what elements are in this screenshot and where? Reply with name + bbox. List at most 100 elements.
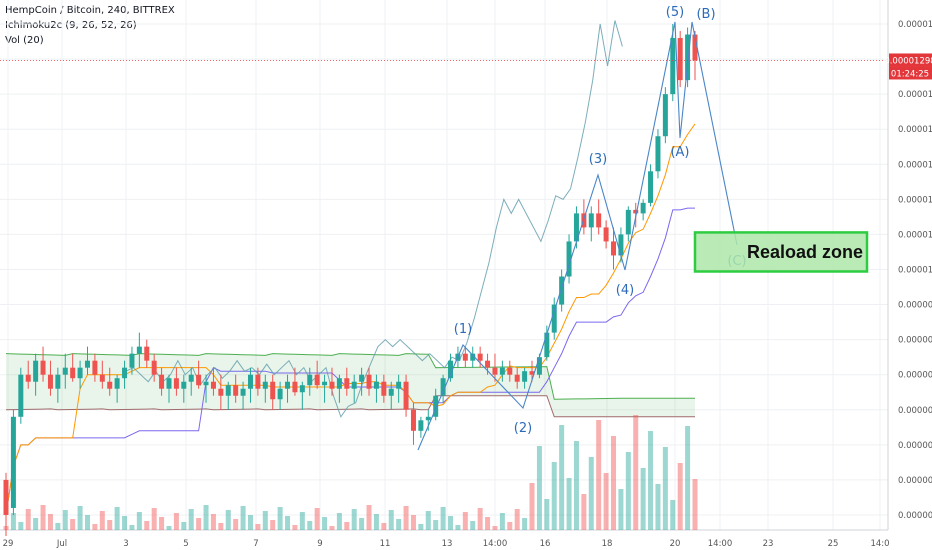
candle-body[interactable] xyxy=(299,385,305,393)
candle-body[interactable] xyxy=(662,94,668,137)
candle-body[interactable] xyxy=(62,367,68,375)
candle-body[interactable] xyxy=(233,385,239,396)
candle-body[interactable] xyxy=(240,388,246,396)
candle-body[interactable] xyxy=(566,241,572,277)
candle-body[interactable] xyxy=(188,374,194,382)
candle-body[interactable] xyxy=(247,374,253,389)
candle-body[interactable] xyxy=(396,381,402,389)
candle-body[interactable] xyxy=(551,304,557,333)
candle-body[interactable] xyxy=(611,241,617,256)
candle-body[interactable] xyxy=(40,360,46,375)
candle-body[interactable] xyxy=(99,374,105,382)
candle-body[interactable] xyxy=(10,416,16,508)
candle-body[interactable] xyxy=(129,353,135,368)
candle-body[interactable] xyxy=(588,213,594,228)
candle-body[interactable] xyxy=(225,385,231,396)
candle-body[interactable] xyxy=(596,213,602,228)
candle-body[interactable] xyxy=(410,409,416,431)
candle-body[interactable] xyxy=(203,381,209,386)
candle-body[interactable] xyxy=(277,388,283,400)
candle-body[interactable] xyxy=(507,367,513,375)
candle-body[interactable] xyxy=(448,360,454,379)
kijun-line xyxy=(5,207,695,516)
candle-body[interactable] xyxy=(144,346,150,361)
candle-body[interactable] xyxy=(485,360,491,368)
candle-body[interactable] xyxy=(573,213,579,242)
candle-body[interactable] xyxy=(181,381,187,389)
candle-body[interactable] xyxy=(107,381,113,389)
candle-body[interactable] xyxy=(677,38,683,81)
candle-body[interactable] xyxy=(640,202,646,214)
candle-body[interactable] xyxy=(625,209,631,235)
candle-body[interactable] xyxy=(603,227,609,242)
candle-body[interactable] xyxy=(648,171,654,203)
candle-body[interactable] xyxy=(670,38,676,95)
candle-body[interactable] xyxy=(77,367,83,379)
candle-body[interactable] xyxy=(322,381,328,386)
candle-body[interactable] xyxy=(692,34,698,61)
candle-body[interactable] xyxy=(196,374,202,386)
reload-zone-box[interactable] xyxy=(693,231,869,273)
candle-body[interactable] xyxy=(307,374,313,386)
candle-body[interactable] xyxy=(655,136,661,172)
candle-body[interactable] xyxy=(159,374,165,389)
candle-body[interactable] xyxy=(418,420,424,431)
candle-body[interactable] xyxy=(47,374,53,389)
candle-body[interactable] xyxy=(381,381,387,396)
candle-body[interactable] xyxy=(440,378,446,396)
candle-body[interactable] xyxy=(55,374,61,389)
candle-body[interactable] xyxy=(499,367,505,375)
candle-body[interactable] xyxy=(462,353,468,361)
candle-body[interactable] xyxy=(173,378,179,389)
candle-body[interactable] xyxy=(136,346,142,354)
candle-body[interactable] xyxy=(685,34,691,81)
candle-body[interactable] xyxy=(536,357,542,375)
candle-body[interactable] xyxy=(114,378,120,389)
candle-body[interactable] xyxy=(3,479,9,515)
volume-bar xyxy=(410,515,416,530)
candle-body[interactable] xyxy=(262,381,268,389)
volume-bar xyxy=(425,511,431,530)
candle-body[interactable] xyxy=(25,374,31,382)
candle-body[interactable] xyxy=(403,381,409,410)
candle-body[interactable] xyxy=(329,381,335,389)
candle-body[interactable] xyxy=(351,381,357,389)
candle-body[interactable] xyxy=(166,378,172,389)
candle-body[interactable] xyxy=(292,381,298,393)
candle-body[interactable] xyxy=(425,416,431,421)
candle-body[interactable] xyxy=(366,374,372,389)
candle-body[interactable] xyxy=(470,353,476,361)
candle-body[interactable] xyxy=(633,209,639,214)
candle-body[interactable] xyxy=(70,367,76,379)
candle-body[interactable] xyxy=(544,332,550,358)
price-tick-label: 0.00001050 xyxy=(898,230,932,240)
candle-body[interactable] xyxy=(336,378,342,389)
candle-body[interactable] xyxy=(210,381,216,389)
candle-body[interactable] xyxy=(477,353,483,361)
candle-body[interactable] xyxy=(514,374,520,382)
candle-body[interactable] xyxy=(270,381,276,400)
candle-body[interactable] xyxy=(92,360,98,375)
volume-bar xyxy=(225,510,231,530)
time-tick-label: 5 xyxy=(183,539,188,549)
candle-body[interactable] xyxy=(433,395,439,417)
candle-body[interactable] xyxy=(84,360,90,368)
candle-body[interactable] xyxy=(522,371,528,382)
candle-body[interactable] xyxy=(122,367,128,379)
candle-body[interactable] xyxy=(285,381,291,389)
candle-body[interactable] xyxy=(618,234,624,256)
candle-body[interactable] xyxy=(33,360,39,382)
candle-body[interactable] xyxy=(559,276,565,305)
candle-body[interactable] xyxy=(151,360,157,375)
candle-body[interactable] xyxy=(344,378,350,389)
candle-body[interactable] xyxy=(359,374,365,382)
candle-body[interactable] xyxy=(255,374,261,389)
candle-body[interactable] xyxy=(529,371,535,375)
candle-body[interactable] xyxy=(218,388,224,396)
candle-body[interactable] xyxy=(492,367,498,375)
candle-body[interactable] xyxy=(388,388,394,396)
candle-body[interactable] xyxy=(314,374,320,386)
candle-body[interactable] xyxy=(18,374,24,417)
candle-body[interactable] xyxy=(373,381,379,389)
